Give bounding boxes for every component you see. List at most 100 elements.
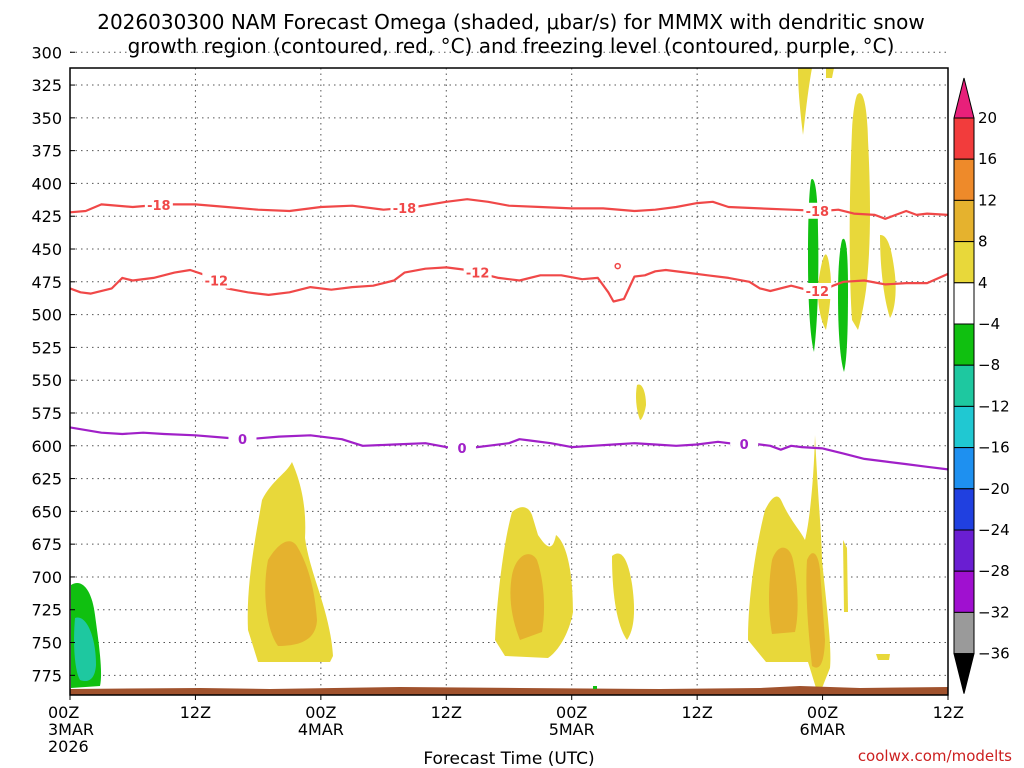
y-tick-label: 425 bbox=[31, 207, 62, 226]
contour-label-background bbox=[390, 199, 419, 216]
y-tick-label: 500 bbox=[31, 306, 62, 325]
contour-label: -12 bbox=[806, 285, 830, 300]
contour-label: -12 bbox=[466, 267, 490, 282]
colorbar-swatch bbox=[953, 529, 975, 572]
colorbar-label: −12 bbox=[978, 397, 1010, 415]
y-tick-label: 400 bbox=[31, 174, 62, 193]
contour-label: -18 bbox=[393, 202, 417, 217]
colorbar-swatch bbox=[953, 570, 975, 613]
colorbar-label: −36 bbox=[978, 645, 1010, 663]
omega-area-upward-green bbox=[593, 686, 597, 689]
x-tick-label: 00Z bbox=[48, 703, 79, 722]
colorbar-label: −32 bbox=[978, 603, 1010, 621]
omega-area-yellow bbox=[826, 68, 834, 78]
contour-labels: -18 -18 -18 -12 -12 -12 0 0 0 bbox=[144, 196, 832, 457]
omega-area-upward-green bbox=[838, 238, 848, 372]
y-tick-label: 525 bbox=[31, 338, 62, 357]
colorbar: 20 16 12 8 4 −4 −8 −12 −16 −20 −24 −28 −32 −36 bbox=[953, 77, 1010, 694]
y-tick-label: 775 bbox=[31, 666, 62, 685]
colorbar-label: 20 bbox=[978, 109, 997, 127]
colorbar-label: 4 bbox=[978, 274, 988, 292]
colorbar-label: −28 bbox=[978, 562, 1010, 580]
omega-area-orange bbox=[265, 541, 317, 646]
x-tick-year-label: 2026 bbox=[48, 737, 89, 756]
y-tick-label: 700 bbox=[31, 568, 62, 587]
chart-title-line-1: 2026030300 NAM Forecast Omega (shaded, μ… bbox=[97, 10, 925, 34]
colorbar-swatch bbox=[953, 158, 975, 201]
contour-label-background bbox=[447, 440, 476, 457]
x-tick-label: 12Z bbox=[681, 703, 712, 722]
chart-title-line-2: growth region (contoured, red, °C) and f… bbox=[128, 34, 895, 58]
x-tick-label: 12Z bbox=[431, 703, 462, 722]
colorbar-swatch bbox=[953, 611, 975, 655]
colorbar-swatch bbox=[953, 447, 975, 490]
y-tick-label: 575 bbox=[31, 404, 62, 423]
omega-area-yellow bbox=[612, 553, 635, 640]
y-tick-label: 475 bbox=[31, 273, 62, 292]
colorbar-label: −4 bbox=[978, 315, 1000, 333]
omega-area-yellow bbox=[876, 654, 890, 660]
colorbar-label: −20 bbox=[978, 480, 1010, 498]
y-tick-label: 625 bbox=[31, 470, 62, 489]
y-axis: 300 325 350 375 400 425 450 475 500 525 550 575 600 6… bbox=[31, 43, 75, 685]
y-tick-label: 675 bbox=[31, 535, 62, 554]
contour-label-background bbox=[144, 196, 173, 213]
contour-label: -18 bbox=[147, 199, 171, 214]
y-tick-label: 450 bbox=[31, 240, 62, 259]
contour-label-background bbox=[202, 272, 231, 289]
colorbar-swatch bbox=[953, 488, 975, 531]
x-tick-label: 00Z bbox=[556, 703, 587, 722]
contour-line-minus18 bbox=[70, 198, 948, 220]
omega-area-upward-teal bbox=[74, 617, 96, 682]
colorbar-label: −16 bbox=[978, 439, 1010, 457]
contour-label: -12 bbox=[205, 274, 229, 289]
colorbar-swatch bbox=[953, 405, 975, 449]
omega-area-orange bbox=[806, 553, 825, 668]
contour-label: -18 bbox=[806, 205, 830, 220]
watermark-text: coolwx.com/modelts bbox=[858, 747, 1012, 765]
colorbar-label: 16 bbox=[978, 150, 997, 168]
omega-shading bbox=[70, 68, 948, 695]
colorbar-swatch bbox=[953, 77, 975, 119]
y-tick-label: 300 bbox=[31, 43, 62, 62]
y-tick-label: 650 bbox=[31, 502, 62, 521]
y-tick-label: 550 bbox=[31, 371, 62, 390]
contour-label-background bbox=[228, 430, 257, 447]
contour-label-background bbox=[730, 435, 759, 452]
colorbar-swatch bbox=[953, 117, 975, 160]
y-tick-label: 325 bbox=[31, 76, 62, 95]
contour-label-background bbox=[463, 264, 492, 281]
terrain-below-ground bbox=[70, 686, 948, 695]
plot-frame bbox=[69, 67, 949, 696]
contour-label-background bbox=[803, 282, 832, 299]
contour-label: 0 bbox=[740, 438, 749, 453]
colorbar-swatch bbox=[953, 364, 975, 407]
contour-label-background bbox=[803, 202, 832, 219]
x-tick-date-label: 3MAR bbox=[48, 720, 94, 739]
y-tick-label: 725 bbox=[31, 601, 62, 620]
colorbar-label: −8 bbox=[978, 356, 1000, 374]
y-tick-label: 750 bbox=[31, 634, 62, 653]
x-tick-label: 00Z bbox=[807, 703, 838, 722]
colorbar-swatch bbox=[953, 653, 975, 694]
omega-area-yellow bbox=[798, 68, 812, 135]
contour-label: 0 bbox=[238, 433, 247, 448]
omega-area-upward-green bbox=[808, 179, 819, 352]
contour-line-minus12-loop bbox=[614, 262, 621, 270]
omega-area-yellow bbox=[849, 93, 870, 331]
y-tick-label: 375 bbox=[31, 142, 62, 161]
x-tick-label: 12Z bbox=[180, 703, 211, 722]
x-tick-label: 00Z bbox=[305, 703, 336, 722]
colorbar-swatch bbox=[953, 199, 975, 243]
y-tick-label: 600 bbox=[31, 437, 62, 456]
colorbar-swatch bbox=[953, 282, 975, 325]
y-tick-label: 350 bbox=[31, 109, 62, 128]
x-tick-date-label: 6MAR bbox=[800, 720, 846, 739]
colorbar-label: −24 bbox=[978, 521, 1010, 539]
x-axis-label: Forecast Time (UTC) bbox=[423, 749, 594, 768]
omega-area-orange bbox=[510, 554, 545, 640]
colorbar-label: 12 bbox=[978, 191, 997, 209]
x-tick-date-label: 5MAR bbox=[549, 720, 595, 739]
colorbar-swatch bbox=[953, 323, 975, 366]
